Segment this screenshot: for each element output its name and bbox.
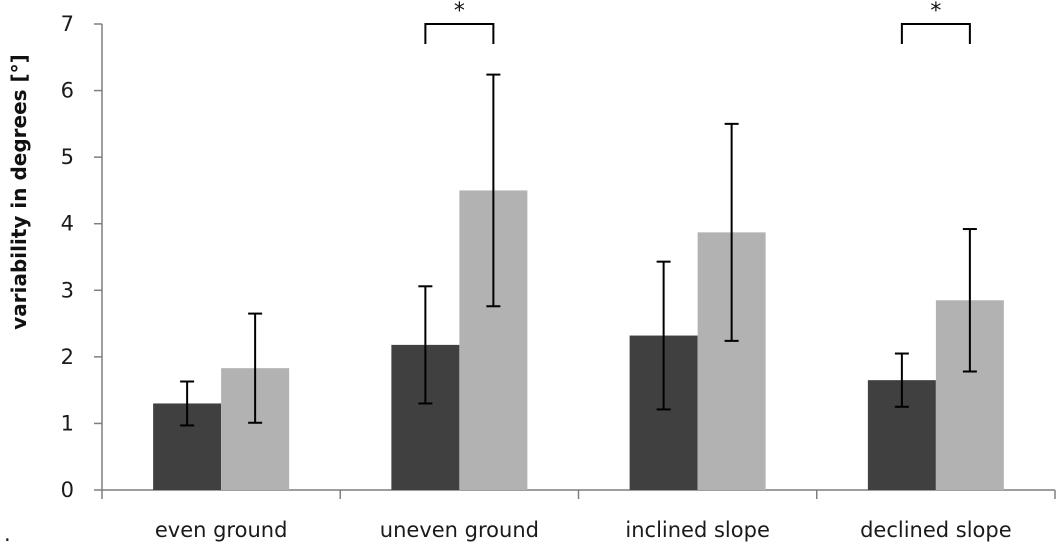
y-tick-label: 5 (61, 145, 74, 169)
significance-star: * (930, 0, 941, 24)
stray-mark: . (4, 522, 11, 546)
significance-star: * (454, 0, 465, 24)
y-axis-title: variability in degrees [°] (7, 54, 31, 330)
significance-bracket (900, 23, 971, 44)
y-axis: 0 1 2 3 4 5 6 7 (61, 12, 103, 502)
y-tick-label: 7 (61, 12, 74, 36)
y-tick-label: 2 (61, 345, 74, 369)
x-category-label: uneven ground (380, 518, 539, 542)
error-bars (180, 73, 977, 427)
y-tick-label: 6 (61, 79, 74, 103)
x-axis: even ground uneven ground inclined slope de… (101, 489, 1056, 542)
significance-markers: * * (424, 0, 971, 44)
y-tick-label: 1 (61, 411, 74, 435)
y-tick-label: 0 (61, 478, 74, 502)
y-tick-label: 4 (61, 212, 74, 236)
x-category-label: even ground (155, 518, 288, 542)
x-category-label: declined slope (860, 518, 1012, 542)
significance-bracket (424, 23, 495, 44)
x-category-label: inclined slope (625, 518, 769, 542)
y-tick-label: 3 (61, 278, 74, 302)
bars (153, 190, 1004, 490)
